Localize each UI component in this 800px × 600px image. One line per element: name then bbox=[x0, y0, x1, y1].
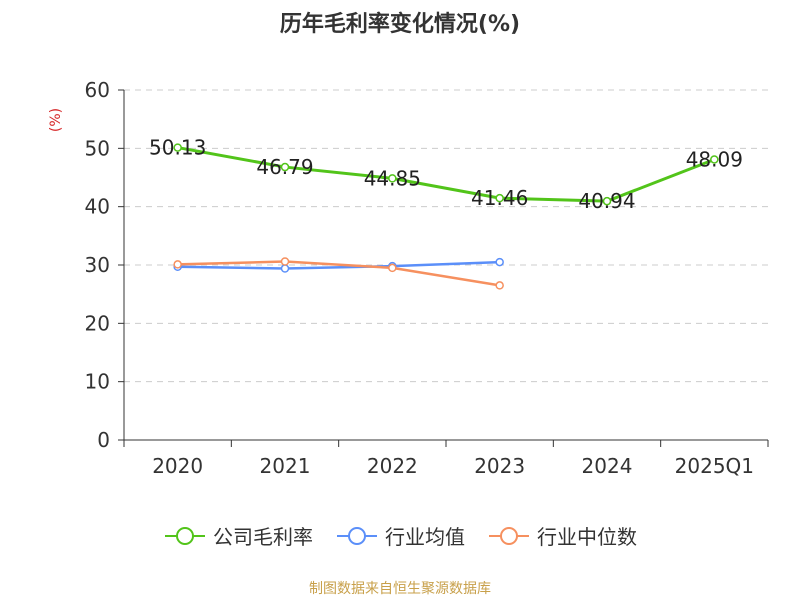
legend-item-industry-median[interactable]: 行业中位数 bbox=[487, 521, 637, 550]
y-tick-label: 60 bbox=[85, 78, 110, 102]
legend: 公司毛利率 行业均值 行业中位数 bbox=[0, 521, 800, 550]
data-point bbox=[280, 162, 290, 172]
y-tick-label: 50 bbox=[85, 136, 110, 160]
y-tick-label: 10 bbox=[85, 370, 110, 394]
legend-item-industry-avg[interactable]: 行业均值 bbox=[335, 521, 465, 550]
legend-label: 行业中位数 bbox=[537, 525, 637, 549]
data-point bbox=[495, 193, 504, 203]
legend-line-icon bbox=[489, 526, 529, 545]
data-point bbox=[280, 264, 290, 273]
x-tick-label: 2022 bbox=[367, 454, 418, 478]
y-tick-label: 40 bbox=[85, 195, 110, 219]
legend-item-company[interactable]: 公司毛利率 bbox=[163, 521, 313, 550]
series-line bbox=[177, 146, 715, 203]
series-line bbox=[177, 260, 500, 287]
data-label: 46.79 bbox=[256, 155, 313, 179]
x-tick-label: 2023 bbox=[474, 454, 525, 478]
x-tick-label: 2020 bbox=[152, 454, 203, 478]
x-tick-label: 2025Q1 bbox=[675, 454, 754, 478]
series-line bbox=[177, 260, 500, 270]
chart-title: 历年毛利率变化情况(%) bbox=[279, 12, 521, 37]
data-point bbox=[602, 196, 612, 206]
legend-label: 行业均值 bbox=[385, 525, 465, 549]
data-point bbox=[173, 143, 182, 152]
data-point bbox=[173, 260, 182, 269]
data-point bbox=[495, 257, 504, 267]
data-label: 40.94 bbox=[578, 189, 635, 213]
y-tick-label: 20 bbox=[85, 311, 110, 335]
data-point bbox=[388, 263, 397, 273]
x-tick-label: 2021 bbox=[260, 454, 311, 478]
data-point bbox=[280, 257, 290, 266]
legend-line-icon bbox=[337, 526, 377, 545]
data-label: 41.46 bbox=[471, 186, 528, 210]
source-footer: 制图数据来自恒生聚源数据库 bbox=[309, 581, 491, 597]
y-tick-label: 0 bbox=[97, 428, 110, 452]
data-point bbox=[388, 174, 397, 183]
data-label: 48.09 bbox=[686, 147, 743, 171]
legend-label: 公司毛利率 bbox=[213, 525, 313, 549]
x-tick-label: 2024 bbox=[582, 454, 633, 478]
legend-line-icon bbox=[165, 526, 205, 545]
data-point bbox=[710, 155, 719, 164]
y-tick-label: 30 bbox=[85, 253, 110, 277]
data-label: 44.85 bbox=[364, 166, 421, 190]
data-label: 50.13 bbox=[149, 136, 206, 160]
data-point bbox=[495, 281, 504, 290]
